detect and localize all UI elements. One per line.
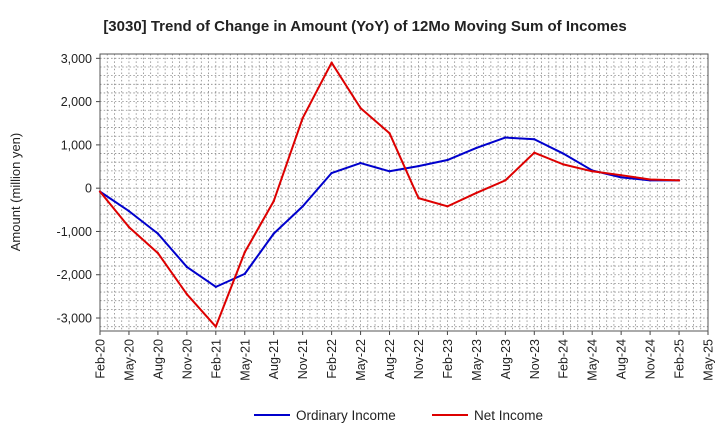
x-tick-label: May-23 (470, 339, 484, 381)
x-tick-label: Aug-24 (615, 339, 629, 379)
data-point-ordinary-income (533, 138, 536, 141)
x-tick-labels: Feb-20 May-20 Aug-20 Nov-20 Feb-21 May-21 Aug-… (94, 339, 716, 381)
chart-title: [3030] Trend of Change in Amount (YoY) o… (103, 18, 626, 35)
data-point-net-income (475, 191, 478, 195)
x-tick-label: May-22 (354, 339, 368, 381)
data-point-net-income (156, 251, 160, 255)
data-point-net-income (330, 61, 333, 64)
x-tick-label: May-25 (702, 339, 716, 381)
data-point-net-income (620, 174, 623, 177)
x-tick-label: Feb-23 (441, 339, 455, 379)
data-point-net-income (446, 205, 449, 208)
data-point-net-income (98, 190, 102, 193)
y-tick-label: 1,000 (61, 138, 92, 152)
data-point-net-income (243, 251, 246, 254)
data-point-ordinary-income (417, 164, 420, 168)
x-tick-label: May-24 (586, 339, 600, 381)
data-point-net-income (591, 170, 594, 173)
x-tick-label: Nov-24 (644, 339, 658, 379)
x-tick-label: Aug-20 (151, 339, 165, 379)
y-tick-labels: -3,000 -2,000 -1,000 0 1,000 2,000 3,000 (57, 52, 93, 326)
data-point-ordinary-income (620, 176, 623, 179)
series-layer (98, 61, 681, 328)
data-point-net-income (533, 151, 536, 154)
legend: Ordinary Income Net Income (254, 408, 543, 423)
legend-label-net-income: Net Income (474, 408, 543, 423)
y-tick-label: -2,000 (57, 268, 92, 282)
data-point-ordinary-income (359, 161, 362, 165)
data-point-ordinary-income (475, 146, 478, 150)
y-tick-label: -1,000 (57, 225, 92, 239)
data-point-ordinary-income (156, 232, 160, 235)
x-tick-label: Nov-22 (412, 339, 426, 379)
data-point-ordinary-income (330, 171, 333, 175)
data-point-ordinary-income (127, 210, 131, 213)
data-point-net-income (504, 179, 507, 182)
data-point-net-income (359, 107, 362, 110)
x-tick-label: May-21 (238, 339, 252, 381)
data-point-ordinary-income (214, 285, 217, 288)
x-tick-label: Feb-20 (94, 339, 108, 379)
grid-layer (96, 54, 709, 335)
x-tick-label: Feb-24 (557, 339, 571, 379)
data-point-net-income (562, 163, 565, 166)
x-tick-label: Feb-25 (673, 339, 687, 379)
data-point-ordinary-income (185, 265, 188, 269)
data-point-net-income (214, 325, 217, 328)
data-point-ordinary-income (446, 158, 449, 162)
data-point-ordinary-income (388, 170, 391, 173)
x-tick-label: Nov-20 (180, 339, 194, 379)
x-tick-label: Aug-23 (499, 339, 513, 379)
data-point-net-income (272, 200, 275, 203)
data-point-ordinary-income (562, 152, 565, 155)
data-point-net-income (185, 293, 188, 296)
x-tick-label: Feb-21 (209, 339, 223, 379)
data-point-ordinary-income (243, 272, 246, 275)
x-tick-label: Aug-21 (267, 339, 281, 379)
data-point-net-income (677, 179, 681, 182)
data-point-ordinary-income (504, 136, 507, 139)
x-tick-label: Nov-23 (528, 339, 542, 379)
y-tick-label: 3,000 (61, 52, 92, 66)
y-axis-label: Amount (million yen) (8, 133, 23, 252)
x-tick-label: Nov-21 (296, 339, 310, 379)
y-tick-label: 0 (85, 182, 92, 196)
x-tick-label: Feb-22 (325, 339, 339, 379)
data-point-net-income (417, 197, 420, 200)
data-point-ordinary-income (301, 205, 304, 208)
x-tick-label: Aug-22 (383, 339, 397, 379)
data-point-net-income (301, 116, 304, 120)
x-tick-label: May-20 (122, 339, 136, 381)
y-tick-label: 2,000 (61, 95, 92, 109)
data-point-net-income (127, 226, 131, 229)
legend-label-ordinary-income: Ordinary Income (296, 408, 396, 423)
data-point-net-income (648, 178, 652, 181)
series-line-ordinary-income (99, 136, 681, 288)
data-point-net-income (388, 132, 391, 135)
y-tick-label: -3,000 (57, 312, 92, 326)
data-point-ordinary-income (272, 232, 275, 235)
